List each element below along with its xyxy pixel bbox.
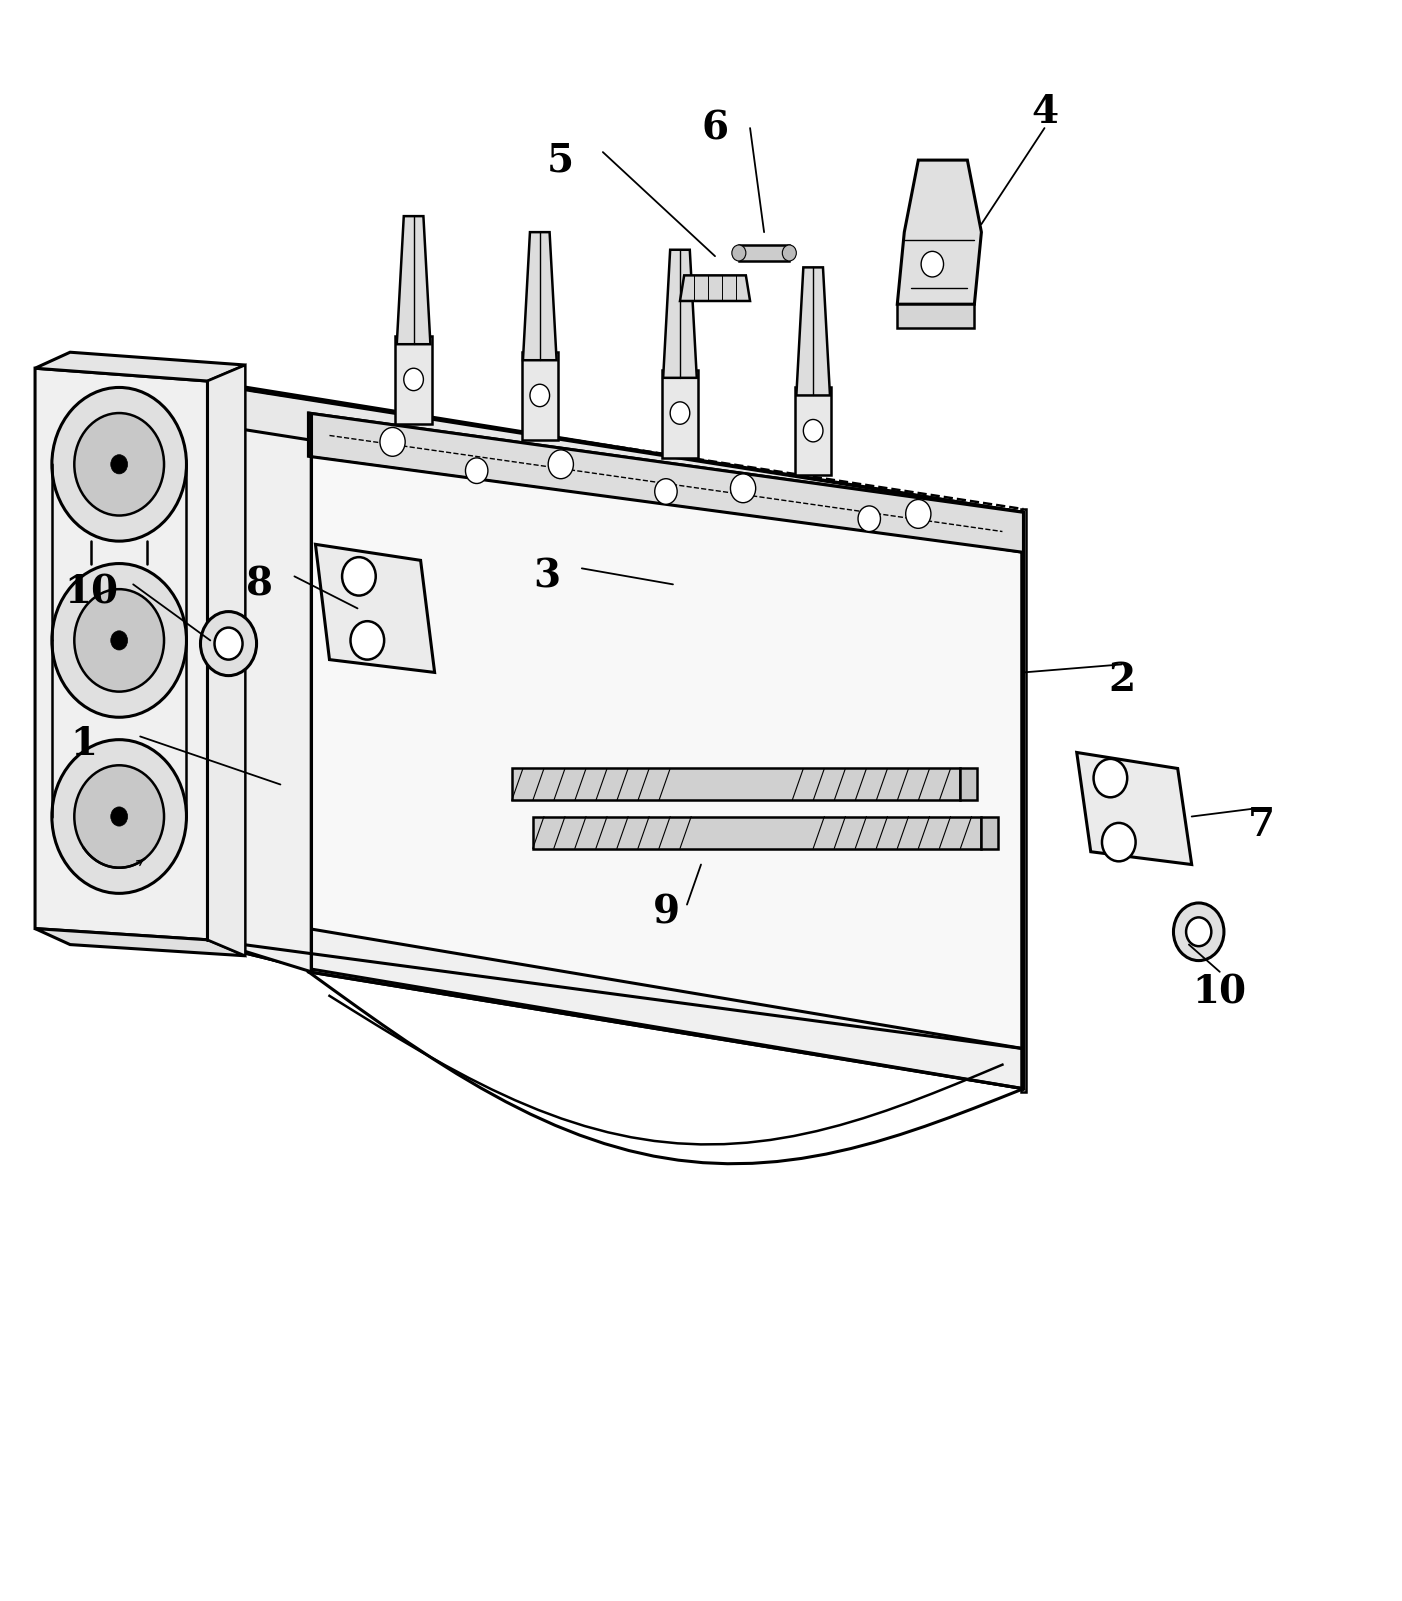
Circle shape — [670, 402, 690, 424]
Polygon shape — [533, 817, 981, 849]
Circle shape — [530, 384, 550, 407]
Polygon shape — [207, 381, 311, 972]
Text: 10: 10 — [64, 573, 118, 612]
Polygon shape — [210, 929, 1023, 1089]
Text: 4: 4 — [1030, 93, 1059, 131]
Polygon shape — [1077, 752, 1192, 865]
Circle shape — [380, 427, 405, 456]
Polygon shape — [795, 387, 831, 475]
Text: 1: 1 — [70, 725, 98, 764]
Circle shape — [74, 589, 164, 692]
Text: 7: 7 — [1248, 805, 1276, 844]
Text: 5: 5 — [547, 141, 575, 179]
Text: 3: 3 — [533, 557, 561, 596]
Polygon shape — [680, 275, 750, 301]
Polygon shape — [522, 352, 558, 440]
Circle shape — [1094, 759, 1127, 797]
Circle shape — [52, 740, 186, 893]
Circle shape — [1102, 823, 1136, 861]
Circle shape — [548, 450, 573, 479]
Circle shape — [74, 765, 164, 868]
Circle shape — [732, 245, 746, 261]
Circle shape — [921, 251, 944, 277]
Polygon shape — [739, 245, 789, 261]
Circle shape — [782, 245, 796, 261]
Polygon shape — [796, 267, 830, 395]
Polygon shape — [897, 160, 981, 304]
Circle shape — [1186, 917, 1211, 946]
Circle shape — [215, 628, 243, 660]
Circle shape — [730, 474, 756, 503]
Text: 10: 10 — [1193, 973, 1246, 1012]
Circle shape — [52, 564, 186, 717]
Circle shape — [906, 500, 931, 528]
Polygon shape — [397, 216, 430, 344]
Circle shape — [342, 557, 376, 596]
Circle shape — [52, 387, 186, 541]
Circle shape — [655, 479, 677, 504]
Text: 6: 6 — [701, 109, 729, 147]
Polygon shape — [182, 392, 308, 969]
Polygon shape — [308, 413, 1023, 552]
Circle shape — [111, 455, 128, 474]
Polygon shape — [210, 384, 1023, 552]
Polygon shape — [35, 368, 207, 940]
Text: 2: 2 — [1108, 661, 1136, 700]
Circle shape — [803, 419, 823, 442]
Polygon shape — [315, 544, 435, 672]
Polygon shape — [981, 817, 998, 849]
Polygon shape — [663, 250, 697, 378]
Polygon shape — [35, 929, 245, 956]
Circle shape — [111, 631, 128, 650]
Circle shape — [200, 612, 257, 676]
Circle shape — [404, 368, 423, 391]
Circle shape — [465, 458, 488, 484]
Circle shape — [111, 807, 128, 826]
Polygon shape — [523, 232, 557, 360]
Text: 9: 9 — [652, 893, 680, 932]
Polygon shape — [207, 365, 245, 956]
Polygon shape — [395, 336, 432, 424]
Text: 8: 8 — [245, 565, 273, 604]
Polygon shape — [35, 352, 245, 381]
Circle shape — [74, 413, 164, 516]
Polygon shape — [662, 370, 698, 458]
Circle shape — [350, 621, 384, 660]
Circle shape — [1173, 903, 1224, 961]
Polygon shape — [512, 768, 960, 800]
Circle shape — [858, 506, 880, 532]
Polygon shape — [960, 768, 977, 800]
Polygon shape — [308, 413, 1023, 1089]
Polygon shape — [897, 304, 974, 328]
Polygon shape — [1021, 509, 1026, 1092]
